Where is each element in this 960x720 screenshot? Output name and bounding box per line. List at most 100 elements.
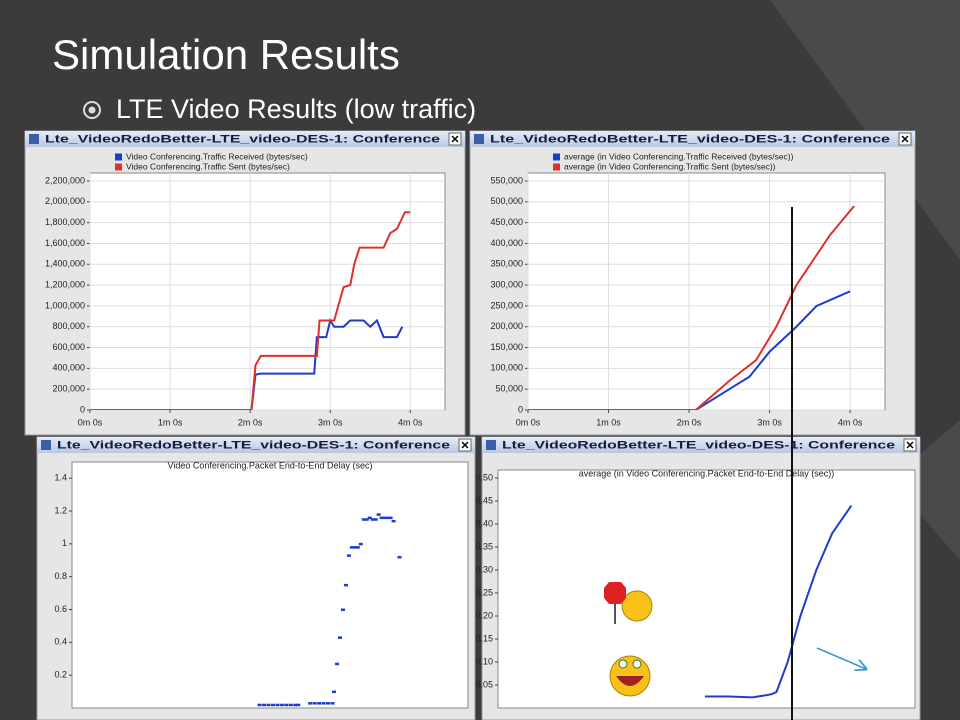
slide-subtitle: LTE Video Results (low traffic): [116, 94, 476, 124]
y-tick-label: 150,000: [490, 342, 523, 352]
point: [270, 703, 275, 707]
title-bar: [37, 437, 475, 453]
point: [364, 518, 369, 521]
y-tick-label: 1,200,000: [45, 279, 85, 289]
point: [257, 703, 262, 707]
point: [373, 518, 378, 521]
legend-label: Video Conferencing.Traffic Sent (bytes/s…: [126, 161, 290, 171]
y-tick-label: 350,000: [490, 259, 523, 269]
y-tick-label: 300,000: [490, 279, 523, 289]
y-tick-label: 0.35: [475, 541, 493, 551]
title-bar: [470, 131, 915, 147]
legend-swatch: [115, 163, 122, 171]
chart-window: Lte_VideoRedoBetter-LTE_video-DES-1: Con…: [36, 436, 476, 720]
point: [337, 636, 342, 639]
y-tick-label: 0.6: [54, 604, 67, 614]
point: [391, 519, 396, 523]
point: [367, 516, 372, 520]
y-tick-label: 200,000: [52, 384, 85, 394]
point: [379, 516, 384, 520]
window-icon: [41, 440, 51, 450]
window-icon: [486, 440, 496, 450]
series-line: [704, 505, 853, 699]
point: [358, 542, 363, 546]
point: [296, 703, 301, 707]
y-tick-label: 0.8: [54, 571, 67, 581]
plot: [257, 513, 402, 707]
plot-area: [527, 172, 886, 411]
point: [343, 583, 348, 587]
window-title: Lte_VideoRedoBetter-LTE_video-DES-1: Con…: [502, 439, 895, 451]
x-tick-label: 2m 0s: [238, 417, 263, 427]
y-tick-label: 0.30: [475, 564, 493, 574]
point: [370, 518, 375, 521]
x-tick-label: 0m 0s: [516, 417, 541, 427]
legend-swatch: [553, 153, 560, 161]
window-icon: [474, 134, 484, 144]
plot: [90, 211, 411, 410]
point: [317, 702, 322, 705]
chart-window: Lte_VideoRedoBetter-LTE_video-DES-1: Con…: [469, 130, 916, 436]
y-tick-label: 0.2: [54, 670, 67, 680]
point: [385, 516, 390, 520]
bullet: [83, 101, 101, 119]
y-tick-label: 0.40: [475, 518, 493, 528]
y-tick-label: 0.4: [54, 637, 67, 647]
series-line: [90, 211, 411, 410]
window-title: Lte_VideoRedoBetter-LTE_video-DES-1: Con…: [57, 439, 450, 451]
slide-title: Simulation Results: [52, 31, 400, 78]
point: [308, 702, 313, 705]
close-icon: [451, 135, 459, 143]
point: [279, 703, 284, 707]
point: [326, 702, 331, 705]
x-tick-label: 3m 0s: [318, 417, 343, 427]
x-tick-label: 4m 0s: [838, 417, 863, 427]
y-tick-label: 200,000: [490, 321, 523, 331]
y-tick-label: 0.45: [475, 495, 493, 505]
x-tick-label: 1m 0s: [158, 417, 183, 427]
arrow: [816, 647, 866, 669]
window-icon: [29, 134, 39, 144]
legend-label: average (in Video Conferencing.Traffic R…: [564, 151, 794, 161]
y-tick-label: 1,600,000: [45, 238, 85, 248]
y-tick-label: 0.20: [475, 610, 493, 620]
y-tick-label: 0: [80, 404, 85, 414]
series-line: [90, 317, 404, 410]
point: [330, 702, 335, 705]
smile-icon: [609, 655, 651, 697]
legend-swatch: [115, 153, 122, 161]
title-bar: [482, 437, 920, 453]
close-icon: [906, 441, 914, 449]
window-title: Lte_VideoRedoBetter-LTE_video-DES-1: Con…: [490, 133, 890, 145]
y-tick-label: 0.25: [475, 587, 493, 597]
point: [382, 516, 387, 520]
close-icon: [461, 441, 469, 449]
point: [334, 662, 339, 666]
plot: [704, 505, 853, 699]
series-line: [528, 205, 855, 410]
bullet: [88, 106, 96, 114]
y-tick-label: 0.15: [475, 633, 493, 643]
plot-area: [497, 469, 916, 709]
point: [352, 546, 357, 549]
close-icon: [901, 135, 909, 143]
point: [321, 702, 326, 705]
y-tick-label: 550,000: [490, 175, 523, 185]
x-tick-label: 1m 0s: [596, 417, 621, 427]
point: [397, 555, 402, 559]
y-tick-label: 100,000: [490, 363, 523, 373]
x-tick-label: 3m 0s: [757, 417, 782, 427]
y-tick-label: 1: [62, 538, 67, 548]
plot: [528, 205, 855, 410]
chart-window: Lte_VideoRedoBetter-LTE_video-DES-1: Con…: [475, 436, 921, 720]
y-tick-label: 1.4: [54, 473, 67, 483]
point: [284, 703, 289, 707]
title-bar: [25, 131, 465, 147]
y-tick-label: 450,000: [490, 217, 523, 227]
x-tick-label: 4m 0s: [398, 417, 423, 427]
y-tick-label: 800,000: [52, 321, 85, 331]
point: [262, 703, 267, 707]
point: [275, 703, 280, 707]
point: [376, 513, 381, 516]
chart-title: Video Conferencing.Packet End-to-End Del…: [168, 460, 373, 470]
